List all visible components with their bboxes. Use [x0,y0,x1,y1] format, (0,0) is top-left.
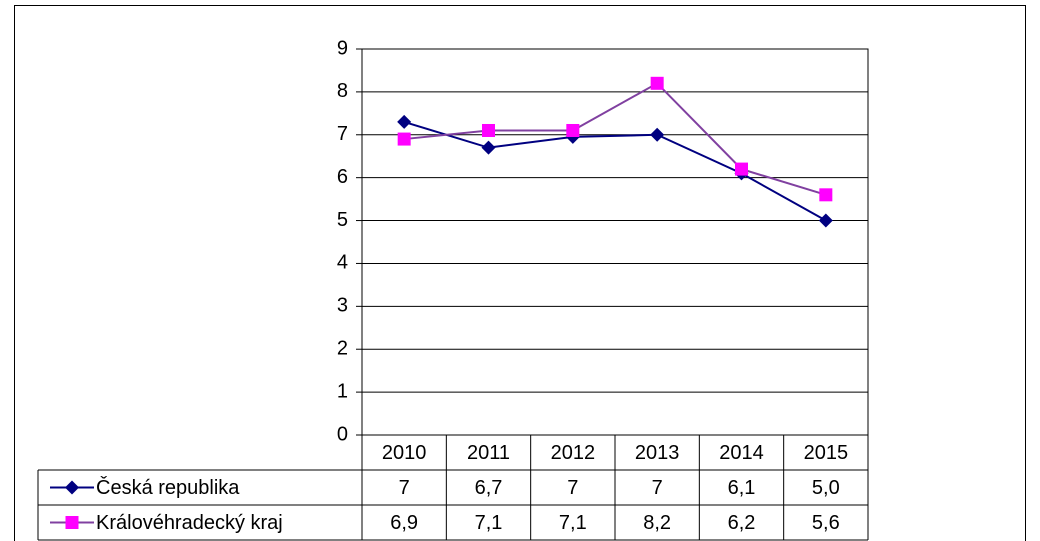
y-tick-label: 1 [337,380,348,402]
table-value: 7,1 [559,512,587,534]
table-value: 6,7 [475,477,503,499]
y-tick-label: 2 [337,338,348,360]
table-value: 6,9 [390,512,418,534]
point-marker [482,123,495,137]
y-tick-label: 6 [337,166,348,188]
point-marker [397,114,412,129]
y-tick-label: 0 [337,423,348,445]
table-value: 7,1 [475,512,503,534]
series-line [403,120,827,222]
point-marker [65,480,79,495]
point-marker [397,132,411,146]
table-value: 7 [652,477,663,499]
legend-label: Královéhradecký kraj [96,512,283,534]
point-marker [566,123,580,137]
y-tick-label: 4 [337,252,348,274]
legend-label: Česká republika [96,476,240,499]
chart-border [14,5,1026,541]
y-tick-label: 7 [337,123,348,145]
point-marker [650,76,664,90]
point-marker [481,140,496,155]
y-tick-label: 8 [337,80,348,102]
table-value: 5,0 [812,477,840,499]
x-tick-label: 2014 [719,442,764,464]
table-value: 7 [399,477,410,499]
x-tick-label: 2011 [467,442,510,464]
y-tick-label: 5 [337,209,348,231]
table-value: 7 [567,477,578,499]
point-marker [819,188,833,202]
point-marker [735,162,748,176]
point-marker [65,516,79,529]
point-marker [818,213,833,228]
y-tick-label: 9 [337,37,348,59]
x-tick-label: 2012 [551,442,596,464]
table-value: 6,1 [728,477,756,499]
x-tick-label: 2015 [804,442,849,464]
y-tick-label: 3 [337,295,348,317]
point-marker [650,127,665,142]
table-value: 8,2 [643,512,671,534]
series-line [404,82,827,196]
x-tick-label: 2013 [635,442,680,464]
table-value: 5,6 [812,512,840,534]
x-tick-label: 2010 [382,442,427,464]
table-value: 6,2 [728,512,756,534]
